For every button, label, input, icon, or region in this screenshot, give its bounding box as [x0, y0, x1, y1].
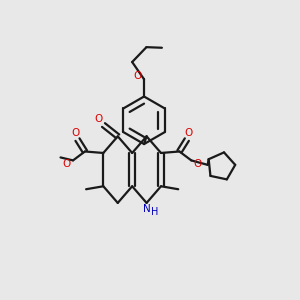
Text: O: O: [94, 114, 102, 124]
Text: O: O: [184, 128, 193, 138]
Text: O: O: [134, 71, 142, 81]
Text: O: O: [62, 159, 70, 169]
Text: O: O: [72, 128, 80, 138]
Text: N: N: [143, 204, 151, 214]
Text: H: H: [151, 207, 158, 217]
Text: O: O: [193, 159, 201, 169]
